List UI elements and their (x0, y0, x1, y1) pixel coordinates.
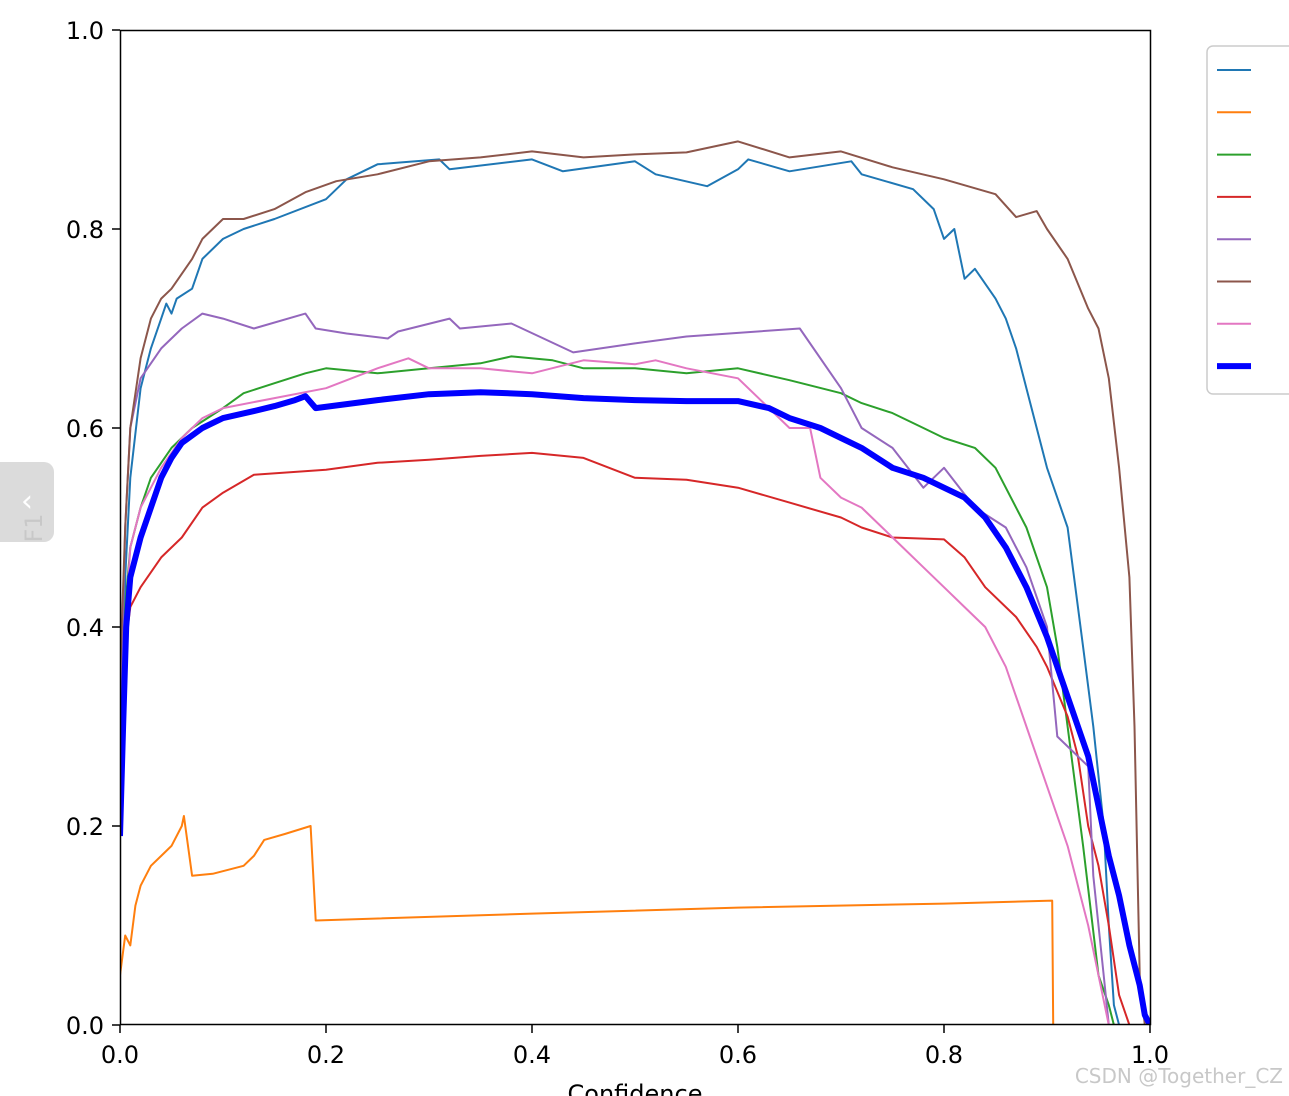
series-line-2 (120, 815, 1150, 1025)
y-tick-label: 0.8 (66, 216, 104, 244)
y-tick-label: 0.0 (66, 1012, 104, 1040)
series-layer (120, 140, 1150, 1025)
collapse-sidebar-button[interactable]: ‹ (0, 462, 54, 542)
series-line-8 (120, 389, 1150, 1025)
x-tick-label: 0.6 (719, 1041, 757, 1069)
series-line-6 (120, 140, 1146, 1025)
x-tick-label: 0.4 (513, 1041, 551, 1069)
y-tick-label: 1.0 (66, 17, 104, 45)
series-line-1 (120, 158, 1121, 1025)
x-tick-label: 0.0 (101, 1041, 139, 1069)
x-tick-label: 0.2 (307, 1041, 345, 1069)
chevron-left-icon: ‹ (21, 484, 33, 519)
x-axis-label: Confidence (568, 1080, 703, 1096)
series-line-5 (120, 312, 1110, 1025)
legend (1206, 45, 1289, 395)
x-tick-label: 1.0 (1131, 1041, 1169, 1069)
legend-items (1217, 69, 1251, 370)
y-tick-label: 0.6 (66, 415, 104, 443)
legend-frame (1206, 45, 1289, 395)
watermark: CSDN @Together_CZ (1074, 1064, 1283, 1088)
tick-layer: 0.0 0.2 0.4 0.6 0.8 1.0 0.0 0.2 0.4 0.6 0.8 1.0 (66, 17, 1169, 1069)
y-tick-label: 0.4 (66, 614, 104, 642)
plot-frame (119, 29, 1152, 1026)
series-line-7 (120, 357, 1110, 1025)
series-line-4 (120, 451, 1131, 1025)
y-tick-label: 0.2 (66, 813, 104, 841)
x-tick-label: 0.8 (925, 1041, 963, 1069)
